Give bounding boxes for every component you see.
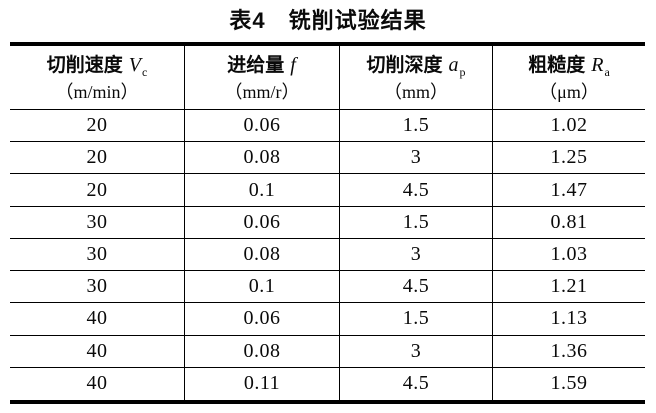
table-cell: 20: [10, 142, 185, 175]
table-cell: 1.5: [340, 110, 493, 143]
header-feed-rate: 进给量 f （mm/r）: [185, 46, 340, 110]
column-symbol: Vc: [128, 54, 148, 80]
table-cell: 1.21: [493, 271, 645, 304]
column-symbol: f: [290, 54, 296, 77]
column-label: 切削深度: [366, 55, 443, 77]
table-cell: 3: [340, 142, 493, 175]
column-title: 进给量 f: [227, 52, 297, 80]
table-cell: 40: [10, 367, 185, 400]
header-cutting-speed: 切削速度 Vc （m/min）: [10, 46, 185, 110]
table-title: 表4 铣削试验结果: [229, 8, 427, 33]
column-title: 切削深度 ap: [366, 52, 465, 80]
table-cell: 3: [340, 238, 493, 272]
header-roughness: 粗糙度 Ra （μm）: [493, 46, 645, 110]
column-title: 切削速度 Vc: [47, 52, 148, 80]
column-symbol: Ra: [591, 54, 610, 80]
header-cutting-depth: 切削深度 ap （mm）: [340, 46, 493, 110]
table-cell: 40: [10, 303, 185, 336]
column-symbol: ap: [448, 54, 466, 80]
results-table: 切削速度 Vc （m/min） 进给量 f （mm/r） 切削深度 ap （mm） 粗…: [10, 42, 645, 404]
table-cell: 1.02: [493, 110, 645, 143]
table-cell: 0.81: [493, 207, 645, 239]
table-cell: 0.08: [185, 238, 340, 272]
table-cell: 4.5: [340, 271, 493, 304]
table-cell: 0.1: [185, 271, 340, 304]
table-cell: 0.11: [185, 367, 340, 400]
column-unit: （m/min）: [55, 82, 139, 103]
column-unit: （μm）: [539, 82, 599, 103]
table-cell: 0.06: [185, 110, 340, 143]
table-cell: 40: [10, 335, 185, 368]
table-cell: 1.59: [550, 372, 588, 395]
table-cell: 1.47: [493, 174, 645, 207]
column-title: 粗糙度 Ra: [528, 52, 610, 80]
table-cell: 20: [10, 110, 185, 143]
column-symbol-subscript: a: [604, 65, 610, 80]
table-cell: 3: [340, 335, 493, 368]
table-cell: 4.5: [340, 174, 493, 207]
table-cell: 1.5: [340, 206, 493, 239]
column-symbol-subscript: p: [459, 65, 466, 80]
table-cell: 20: [10, 174, 185, 207]
table-cell: 30: [10, 271, 185, 304]
table-cell: 1.03: [493, 239, 645, 272]
column-symbol-subscript: c: [141, 65, 148, 80]
table-cell: 0.1: [185, 174, 340, 207]
table-cell: 1.5: [340, 303, 493, 336]
table-cell: 1.13: [493, 303, 645, 336]
column-label: 进给量: [227, 55, 285, 77]
table-cell: 0.06: [185, 303, 340, 336]
table-cell: 0.06: [185, 206, 340, 239]
table-cell: 30: [10, 206, 185, 239]
column-unit: （mm/r）: [224, 82, 300, 103]
column-label: 切削速度: [46, 55, 123, 77]
table-cell: 1.36: [493, 336, 645, 368]
column-unit: （mm）: [383, 82, 448, 103]
table-cell: 4.5: [340, 367, 493, 400]
table-cell: 0.08: [185, 142, 340, 175]
table-cell: 1.25: [493, 142, 645, 175]
table-cell: 30: [10, 238, 185, 272]
column-label: 粗糙度: [528, 55, 586, 77]
table-cell: 0.08: [185, 335, 340, 368]
